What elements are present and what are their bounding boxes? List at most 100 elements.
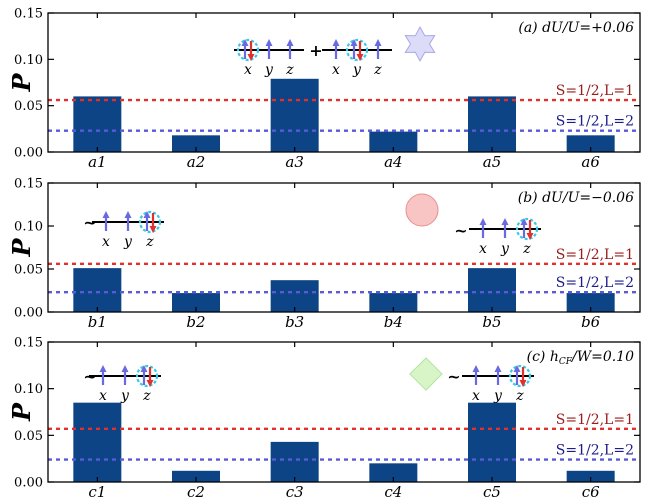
orbital-diagram-left-orbital-label: x <box>102 234 110 250</box>
category-label-b5: b5 <box>482 313 501 331</box>
y-tick-label: 0.05 <box>14 263 43 278</box>
orbital-diagram-left-up-arrow-icon-head <box>99 365 107 372</box>
reference-line-label: S=1/2,L=1 <box>556 83 634 99</box>
bar-b5 <box>468 268 516 312</box>
orbital-diagram-left-up-arrow-icon-head <box>143 211 151 218</box>
orbital-diagram-right-up-arrow-icon-head <box>520 218 528 225</box>
tilde-operator: ~ <box>447 367 460 386</box>
orbital-diagram-left-orbital-label: z <box>142 388 151 404</box>
panel-b: S=1/2,L=1 S=1/2,L=2 0.00 0.05 0.10 0.15 b1 b2 b3… <box>7 177 641 331</box>
y-axis-label: P <box>7 402 36 422</box>
star-icon <box>404 25 436 63</box>
category-label-a6: a6 <box>581 153 600 171</box>
category-label-a3: a3 <box>285 153 304 171</box>
bar-a2 <box>172 135 220 152</box>
plot-frame <box>47 182 641 313</box>
bar-b1 <box>73 268 122 312</box>
circle-icon <box>405 193 439 227</box>
orbital-diagram-left-orbital-label: z <box>285 62 294 78</box>
tilde-operator: ~ <box>83 213 96 232</box>
orbital-diagram-left-orbital-label: x <box>244 62 252 78</box>
bar-c4 <box>369 463 418 482</box>
tilde-operator: ~ <box>454 221 467 240</box>
orbital-diagram-right-orbital-label: y <box>493 388 503 404</box>
orbital-diagram-right-orbital-label: z <box>373 62 382 78</box>
category-label-c4: c4 <box>384 483 402 497</box>
bar-a1 <box>73 96 122 152</box>
panel-annotation: (a) dU/U=+0.06 <box>518 20 634 36</box>
orbital-diagram-right-down-arrow-icon-head <box>519 380 527 387</box>
bar-a6 <box>566 135 615 152</box>
orbital-diagram-right-orbital-label: x <box>479 241 487 257</box>
orbital-diagram-left-up-arrow-icon-head <box>140 365 148 372</box>
bar-b2 <box>172 293 220 312</box>
orbital-diagram-left-down-arrow-icon-head <box>149 226 157 233</box>
category-label-a5: a5 <box>483 153 502 171</box>
category-label-a1: a1 <box>88 153 107 171</box>
y-tick-label: 0.05 <box>14 99 43 114</box>
orbital-diagram-right-up-arrow-icon-head <box>494 365 502 372</box>
orbital-diagram-left-down-arrow-icon-head <box>146 380 154 387</box>
orbital-diagram-left-orbital-label: y <box>264 62 274 78</box>
bar-c2 <box>172 470 220 482</box>
orbital-diagram-left-orbital-label: x <box>99 388 107 404</box>
y-tick-label: 0.10 <box>14 382 43 397</box>
category-label-c3: c3 <box>286 483 304 497</box>
bar-b6 <box>566 293 615 312</box>
bar-a4 <box>369 131 418 152</box>
orbital-diagram-right-orbital-label: z <box>515 388 524 404</box>
orbital-diagram-right-site-halo-icon <box>345 38 369 62</box>
orbital-diagram-left-up-arrow-icon-head <box>241 39 249 46</box>
bar-c1 <box>73 402 122 482</box>
orbital-diagram-left-site-halo-icon <box>138 210 162 234</box>
orbital-diagram-left-up-arrow-icon-head <box>121 365 129 372</box>
reference-line-label: S=1/2,L=1 <box>556 247 634 263</box>
orbital-diagram-left-down-arrow-icon-head <box>247 54 255 61</box>
orbital-diagram-right-up-arrow-icon-head <box>513 365 521 372</box>
orbital-diagram-right-up-arrow-icon-head <box>332 39 340 46</box>
orbital-diagram-left-orbital-label: y <box>120 388 130 404</box>
orbital-diagram-right-site-halo-icon <box>515 217 539 241</box>
category-label-a2: a2 <box>187 153 206 171</box>
orbital-diagram-right-orbital-label: x <box>472 388 480 404</box>
orbital-diagram-right-orbital-label: z <box>522 241 531 257</box>
orbital-diagram-right-up-arrow-icon-head <box>374 39 382 46</box>
orbital-diagram-right-down-arrow-icon-head <box>526 233 534 240</box>
orbital-diagram-left-up-arrow-icon-head <box>265 39 273 46</box>
y-tick-label: 0.00 <box>14 306 43 321</box>
bar-c5 <box>468 402 516 482</box>
category-label-b3: b3 <box>285 313 304 331</box>
orbital-diagram-left-orbital-label: y <box>123 234 133 250</box>
category-label-a4: a4 <box>384 153 403 171</box>
diamond-icon <box>409 357 443 391</box>
category-label-b6: b6 <box>581 313 601 331</box>
category-label-b2: b2 <box>186 313 205 331</box>
panel-annotation: (c) hCF/W=0.10 <box>527 349 634 367</box>
panel-c: S=1/2,L=1 S=1/2,L=2 0.00 0.05 0.10 0.15 c1 c2 c3… <box>7 336 641 497</box>
category-label-b4: b4 <box>384 313 403 331</box>
orbital-diagram-right-up-arrow-icon-head <box>479 218 487 225</box>
plot-frame <box>47 341 641 483</box>
y-tick-label: 0.05 <box>14 429 43 444</box>
reference-line-label: S=1/2,L=2 <box>556 114 634 130</box>
orbital-diagram-right-down-arrow-icon-head <box>356 54 364 61</box>
bar-c3 <box>270 441 319 482</box>
category-label-c5: c5 <box>483 483 501 497</box>
orbital-diagram-left-site-halo-icon <box>135 364 159 388</box>
reference-line-label: S=1/2,L=2 <box>556 443 634 459</box>
y-tick-label: 0.15 <box>14 177 43 192</box>
bar-b3 <box>270 280 319 312</box>
panel-a: S=1/2,L=1 S=1/2,L=2 0.00 0.05 0.10 0.15 a1 a2 a3… <box>7 7 641 171</box>
panel-annotation: (b) dU/U=−0.06 <box>518 190 634 206</box>
bar-a3 <box>270 78 319 152</box>
category-label-b1: b1 <box>88 313 107 331</box>
orbital-diagram-right-site-halo-icon <box>508 364 532 388</box>
bar-c6 <box>566 470 615 482</box>
plot-frame <box>47 12 641 153</box>
category-label-c1: c1 <box>88 483 106 497</box>
reference-line-label: S=1/2,L=2 <box>556 275 634 291</box>
bar-a5 <box>468 96 516 152</box>
y-tick-label: 0.00 <box>14 476 43 491</box>
orbital-diagram-left-site-halo-icon <box>236 38 260 62</box>
